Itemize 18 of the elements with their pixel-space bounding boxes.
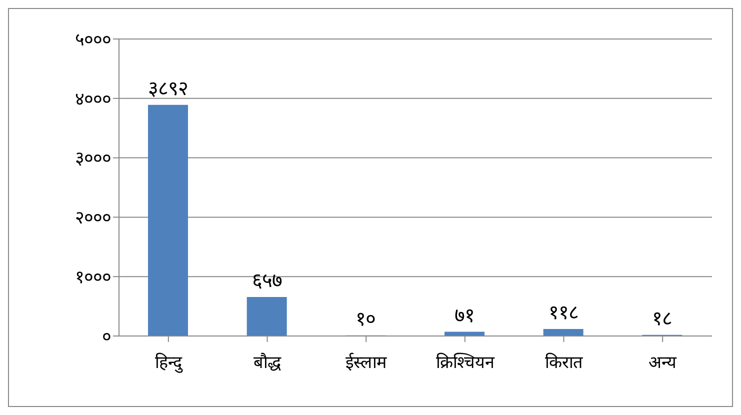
x-tick-label: अन्य (648, 353, 678, 374)
x-tick-label: क्रिश्चियन (436, 352, 495, 374)
data-label: ७१ (454, 302, 474, 327)
data-label: ११८ (548, 300, 578, 324)
y-tick-label: ० (102, 326, 111, 348)
x-tick-label: ईस्लाम (346, 352, 388, 374)
data-label: ६५७ (252, 268, 282, 292)
x-tick-label: हिन्दु (154, 352, 183, 374)
y-tick-label: १००० (75, 266, 111, 288)
y-tick-label: २००० (75, 208, 111, 229)
y-tick-label: ४००० (75, 88, 111, 110)
data-label: ३८९२ (148, 76, 188, 100)
x-tick-label: बौद्ध (253, 352, 282, 374)
data-label: १८ (652, 306, 672, 330)
data-label: १० (356, 306, 376, 330)
y-tick-label: ५००० (75, 29, 111, 50)
x-tick-label: किरात (544, 352, 583, 374)
y-tick-label: ३००० (75, 148, 111, 170)
